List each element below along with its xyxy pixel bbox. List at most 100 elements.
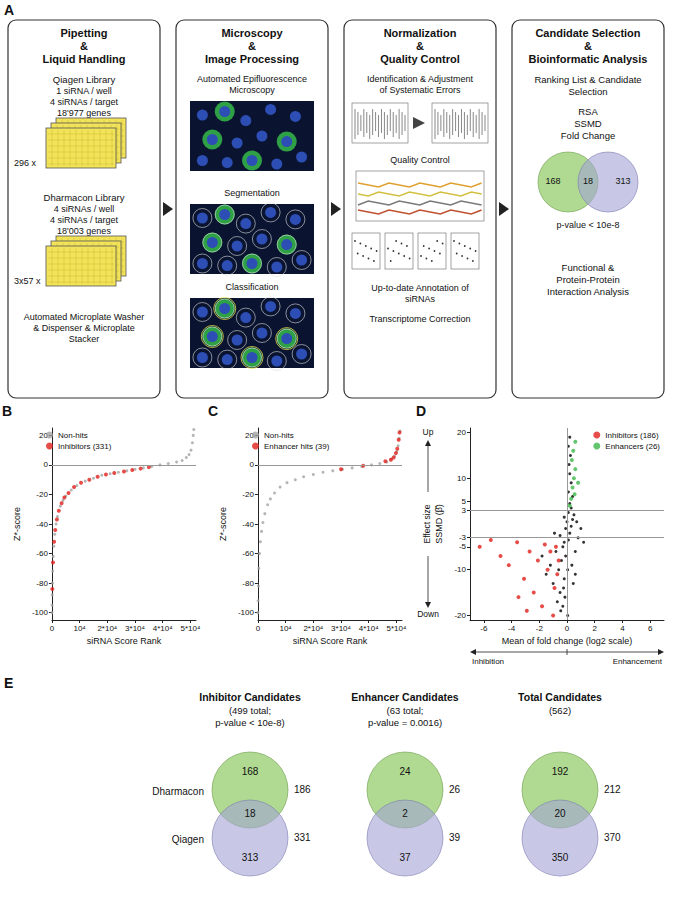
svg-text:-60: -60 — [242, 549, 254, 558]
svg-text:Total Candidates: Total Candidates — [518, 691, 602, 703]
svg-text:296 x: 296 x — [14, 158, 37, 168]
svg-text:0: 0 — [249, 460, 254, 469]
svg-text:350: 350 — [552, 852, 569, 863]
svg-text:Quality Control: Quality Control — [390, 155, 450, 165]
svg-text:37: 37 — [399, 852, 411, 863]
svg-text:&: & — [416, 40, 424, 52]
svg-text:10⁴: 10⁴ — [279, 624, 292, 633]
svg-text:Normalization: Normalization — [384, 27, 457, 39]
svg-text:-4: -4 — [508, 624, 516, 633]
svg-text:p-value < 10e-8: p-value < 10e-8 — [557, 220, 620, 230]
svg-text:Up-to-date Annotation of: Up-to-date Annotation of — [371, 283, 469, 293]
svg-text:10: 10 — [457, 474, 466, 483]
svg-text:26: 26 — [449, 784, 461, 795]
svg-text:-20: -20 — [242, 490, 254, 499]
svg-text:&: & — [248, 40, 256, 52]
svg-text:18'003 genes: 18'003 genes — [57, 226, 111, 236]
svg-text:4*10⁴: 4*10⁴ — [153, 624, 173, 633]
svg-text:Microscopy: Microscopy — [221, 27, 283, 39]
svg-text:0: 0 — [43, 460, 48, 469]
svg-text:0: 0 — [50, 624, 55, 633]
svg-text:Inhibitors (331): Inhibitors (331) — [58, 442, 112, 451]
svg-text:Down: Down — [417, 609, 439, 619]
svg-text:Z*-score: Z*-score — [218, 507, 228, 541]
svg-text:20: 20 — [554, 808, 566, 819]
svg-text:370: 370 — [604, 832, 621, 843]
svg-text:2*10⁴: 2*10⁴ — [303, 624, 323, 633]
svg-text:Microscopy: Microscopy — [229, 85, 275, 95]
svg-text:Protein-Protein: Protein-Protein — [556, 274, 619, 285]
svg-text:C: C — [208, 403, 218, 419]
svg-text:Bioinformatic Analysis: Bioinformatic Analysis — [529, 53, 648, 65]
svg-text:18: 18 — [244, 808, 256, 819]
svg-text:Automated Epifluorescence: Automated Epifluorescence — [197, 74, 307, 84]
svg-text:E: E — [4, 675, 13, 691]
svg-text:-5: -5 — [459, 542, 467, 551]
svg-text:39: 39 — [449, 832, 461, 843]
svg-text:168: 168 — [242, 766, 259, 777]
svg-text:331: 331 — [294, 832, 311, 843]
svg-text:Inhibition: Inhibition — [472, 657, 504, 666]
svg-text:-100: -100 — [32, 608, 49, 617]
svg-text:p-value = 0.0016): p-value = 0.0016) — [368, 717, 442, 728]
svg-text:SSMD (β̂): SSMD (β̂) — [434, 504, 444, 544]
svg-text:Inhibitors (186): Inhibitors (186) — [605, 431, 659, 440]
svg-text:siRNA Score Rank: siRNA Score Rank — [87, 636, 162, 646]
svg-text:0: 0 — [256, 624, 261, 633]
svg-text:-6: -6 — [480, 624, 488, 633]
svg-text:4: 4 — [620, 624, 625, 633]
svg-text:of Systematic Errors: of Systematic Errors — [379, 85, 461, 95]
svg-text:Effect size: Effect size — [422, 504, 432, 543]
svg-text:4 siRNAs / target: 4 siRNAs / target — [50, 215, 119, 225]
svg-text:Stacker: Stacker — [69, 334, 100, 344]
svg-text:Z*-score: Z*-score — [12, 507, 22, 541]
svg-text:Segmentation: Segmentation — [224, 188, 280, 198]
svg-text:siRNAs: siRNAs — [405, 294, 436, 304]
svg-text:-10: -10 — [454, 565, 466, 574]
svg-text:SSMD: SSMD — [574, 118, 602, 129]
svg-text:Fold Change: Fold Change — [561, 130, 615, 141]
svg-text:192: 192 — [552, 766, 569, 777]
svg-text:0: 0 — [565, 624, 570, 633]
svg-text:Enhancer hits (39): Enhancer hits (39) — [264, 442, 330, 451]
svg-text:Up: Up — [423, 427, 434, 437]
svg-text:Qiagen: Qiagen — [172, 834, 204, 845]
svg-text:Image Processing: Image Processing — [205, 53, 299, 65]
svg-text:B: B — [2, 403, 12, 419]
svg-text:-2: -2 — [536, 624, 544, 633]
svg-text:-80: -80 — [242, 579, 254, 588]
svg-text:3*10⁴: 3*10⁴ — [125, 624, 145, 633]
svg-text:D: D — [416, 403, 426, 419]
svg-text:18'977 genes: 18'977 genes — [57, 108, 111, 118]
svg-text:Automated Microplate Washer: Automated Microplate Washer — [24, 312, 145, 322]
svg-text:212: 212 — [604, 784, 621, 795]
svg-text:1 siRNA / well: 1 siRNA / well — [56, 86, 112, 96]
svg-text:RSA: RSA — [578, 106, 598, 117]
svg-text:Ranking List & Candidate: Ranking List & Candidate — [534, 74, 641, 85]
svg-text:Mean of fold change (log2 scal: Mean of fold change (log2 scale) — [502, 636, 633, 646]
svg-text:(63 total;: (63 total; — [387, 705, 424, 716]
svg-text:4 siRNAs / target: 4 siRNAs / target — [50, 97, 119, 107]
svg-text:Identification & Adjustment: Identification & Adjustment — [367, 74, 474, 84]
svg-text:5*10⁴: 5*10⁴ — [387, 624, 407, 633]
svg-text:Enhancer Candidates: Enhancer Candidates — [351, 691, 459, 703]
svg-text:2: 2 — [592, 624, 597, 633]
svg-text:20: 20 — [457, 428, 466, 437]
svg-text:Interaction Analysis: Interaction Analysis — [547, 286, 629, 297]
svg-text:-80: -80 — [36, 579, 48, 588]
svg-text:3*10⁴: 3*10⁴ — [331, 624, 351, 633]
svg-text:Inhibitor Candidates: Inhibitor Candidates — [199, 691, 301, 703]
svg-text:-20: -20 — [36, 490, 48, 499]
svg-text:-20: -20 — [454, 611, 466, 620]
svg-text:3: 3 — [462, 506, 467, 515]
svg-text:Dharmacon Library: Dharmacon Library — [44, 192, 125, 203]
svg-text:-40: -40 — [242, 520, 254, 529]
svg-text:4*10⁴: 4*10⁴ — [359, 624, 379, 633]
svg-text:2: 2 — [402, 808, 408, 819]
svg-text:-40: -40 — [36, 520, 48, 529]
svg-text:Enhancement: Enhancement — [613, 657, 663, 666]
svg-text:-60: -60 — [36, 549, 48, 558]
svg-text:5: 5 — [462, 497, 467, 506]
svg-text:24: 24 — [399, 766, 411, 777]
svg-text:168: 168 — [545, 176, 560, 186]
